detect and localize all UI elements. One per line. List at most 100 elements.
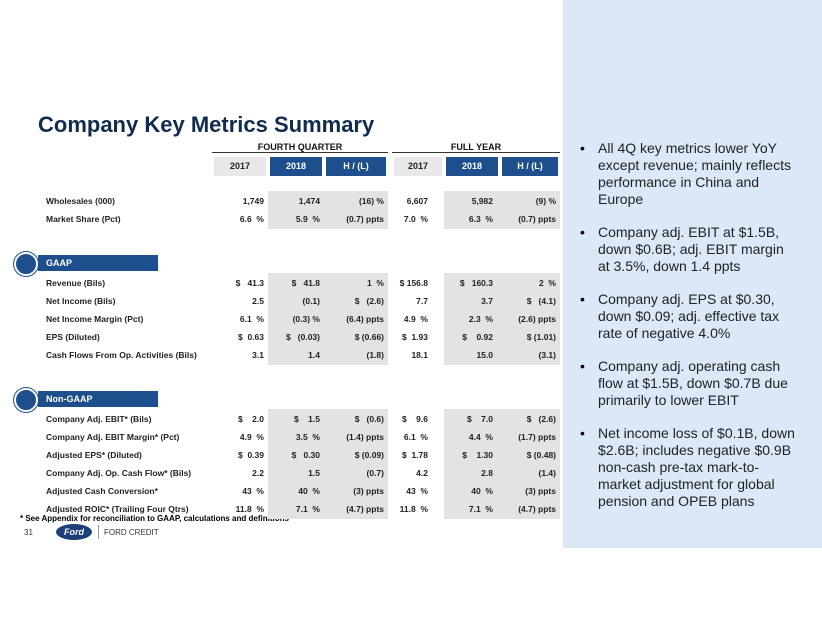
cell: 6.6 % [239, 214, 264, 224]
cell: (1.4) ppts [346, 432, 384, 442]
cell: 43 % [406, 486, 428, 496]
cell: 4.9 % [403, 314, 428, 324]
cell: $ 2.0 [238, 414, 264, 424]
cell: (3) ppts [525, 486, 556, 496]
bullet: Net income loss of $0.1B, down $2.6B; in… [598, 425, 795, 509]
cell: (0.7) ppts [518, 214, 556, 224]
cell: $ 1.5 [294, 414, 320, 424]
shade [444, 273, 560, 365]
cell: 1,749 [242, 196, 264, 206]
row-label: Cash Flows From Op. Activities (Bils) [46, 350, 197, 360]
cell: 11.8 % [399, 504, 428, 514]
cell: $ (0.03) [285, 332, 320, 342]
side-panel [563, 0, 822, 548]
cell: (2.6) ppts [518, 314, 556, 324]
cell: 3.7 [481, 296, 493, 306]
section-icon [14, 388, 38, 412]
cell: 2.8 [481, 468, 493, 478]
cell: 5,982 [471, 196, 493, 206]
cell: 2 % [538, 278, 556, 288]
cell: (0.7) [366, 468, 384, 478]
shade [268, 409, 388, 519]
cell: 5.9 % [295, 214, 320, 224]
cell: 1 % [366, 278, 384, 288]
cell: $ 0.63 [238, 332, 264, 342]
cell: 7.7 [416, 296, 428, 306]
footnote: * See Appendix for reconciliation to GAA… [20, 514, 289, 523]
cell: 18.1 [411, 350, 428, 360]
cell: $ 0.92 [462, 332, 493, 342]
row-label: Company Adj. Op. Cash Flow* (Bils) [46, 468, 192, 478]
row-label: Company Adj. EBIT Margin* (Pct) [46, 432, 180, 442]
cell: (1.7) ppts [518, 432, 556, 442]
cell: 6.3 % [468, 214, 493, 224]
cell: (0.3) % [292, 314, 320, 324]
bullet: All 4Q key metrics lower YoY except reve… [598, 140, 791, 207]
cell: $ 0.39 [238, 450, 264, 460]
cell: 6.1 % [239, 314, 264, 324]
cell: $ 9.6 [402, 414, 428, 424]
row-label: Market Share (Pct) [46, 214, 121, 224]
row-label: Wholesales (000) [46, 196, 115, 206]
cell: (1.8) [366, 350, 384, 360]
cell: (1.4) [538, 468, 556, 478]
cell: 6,607 [406, 196, 428, 206]
cell: 2.3 % [468, 314, 493, 324]
cell: (3.1) [538, 350, 556, 360]
cell: (6.4) ppts [346, 314, 384, 324]
brand: FORD CREDIT [104, 528, 159, 537]
column-group: FOURTH QUARTER [212, 142, 388, 153]
cell: 40 % [471, 486, 493, 496]
title: Company Key Metrics Summary [38, 112, 375, 137]
ford-logo: Ford [56, 524, 92, 540]
bullet-dot: • [580, 140, 585, 156]
column-group: FULL YEAR [392, 142, 560, 153]
cell: 7.1 % [468, 504, 493, 514]
cell: 2.5 [252, 296, 264, 306]
cell: $ (0.66) [354, 332, 384, 342]
column-header: H / (L) [326, 157, 386, 176]
cell: 1.4 [308, 350, 320, 360]
cell: 2.2 [252, 468, 264, 478]
cell: (0.7) ppts [346, 214, 384, 224]
shade [444, 191, 560, 229]
row-label: Adjusted ROIC* (Trailing Four Qtrs) [46, 504, 189, 514]
column-header: 2018 [446, 157, 498, 176]
cell: $ (0.48) [526, 450, 556, 460]
cell: (9) % [535, 196, 556, 206]
cell: $ (2.6) [526, 414, 556, 424]
cell: $ (0.6) [354, 414, 384, 424]
cell: $ 1.30 [462, 450, 493, 460]
cell: $ (0.09) [354, 450, 384, 460]
cell: 3.1 [252, 350, 264, 360]
cell: 7.0 % [403, 214, 428, 224]
cell: 4.4 % [468, 432, 493, 442]
column-header: 2017 [394, 157, 442, 176]
bullet-dot: • [580, 358, 585, 374]
cell: 4.9 % [239, 432, 264, 442]
column-header: H / (L) [502, 157, 558, 176]
row-label: Net Income Margin (Pct) [46, 314, 144, 324]
shade [268, 191, 388, 229]
section-badge: GAAP [38, 255, 158, 271]
cell: 15.0 [476, 350, 493, 360]
cell: 43 % [242, 486, 264, 496]
section-icon [14, 252, 38, 276]
cell: (3) ppts [353, 486, 384, 496]
row-label: EPS (Diluted) [46, 332, 100, 342]
shade [444, 409, 560, 519]
bullet: Company adj. EBIT at $1.5B, down $0.6B; … [598, 224, 784, 274]
bullet-dot: • [580, 425, 585, 441]
bullet: Company adj. operating cash flow at $1.5… [598, 358, 788, 408]
cell: $ 41.8 [291, 278, 320, 288]
cell: (0.1) [302, 296, 320, 306]
cell: 1,474 [298, 196, 320, 206]
cell: $ 1.78 [402, 450, 428, 460]
section-badge: Non-GAAP [38, 391, 158, 407]
cell: 40 % [298, 486, 320, 496]
cell: 7.1 % [295, 504, 320, 514]
cell: 6.1 % [403, 432, 428, 442]
bullet-dot: • [580, 291, 585, 307]
row-label: Adjusted EPS* (Diluted) [46, 450, 142, 460]
